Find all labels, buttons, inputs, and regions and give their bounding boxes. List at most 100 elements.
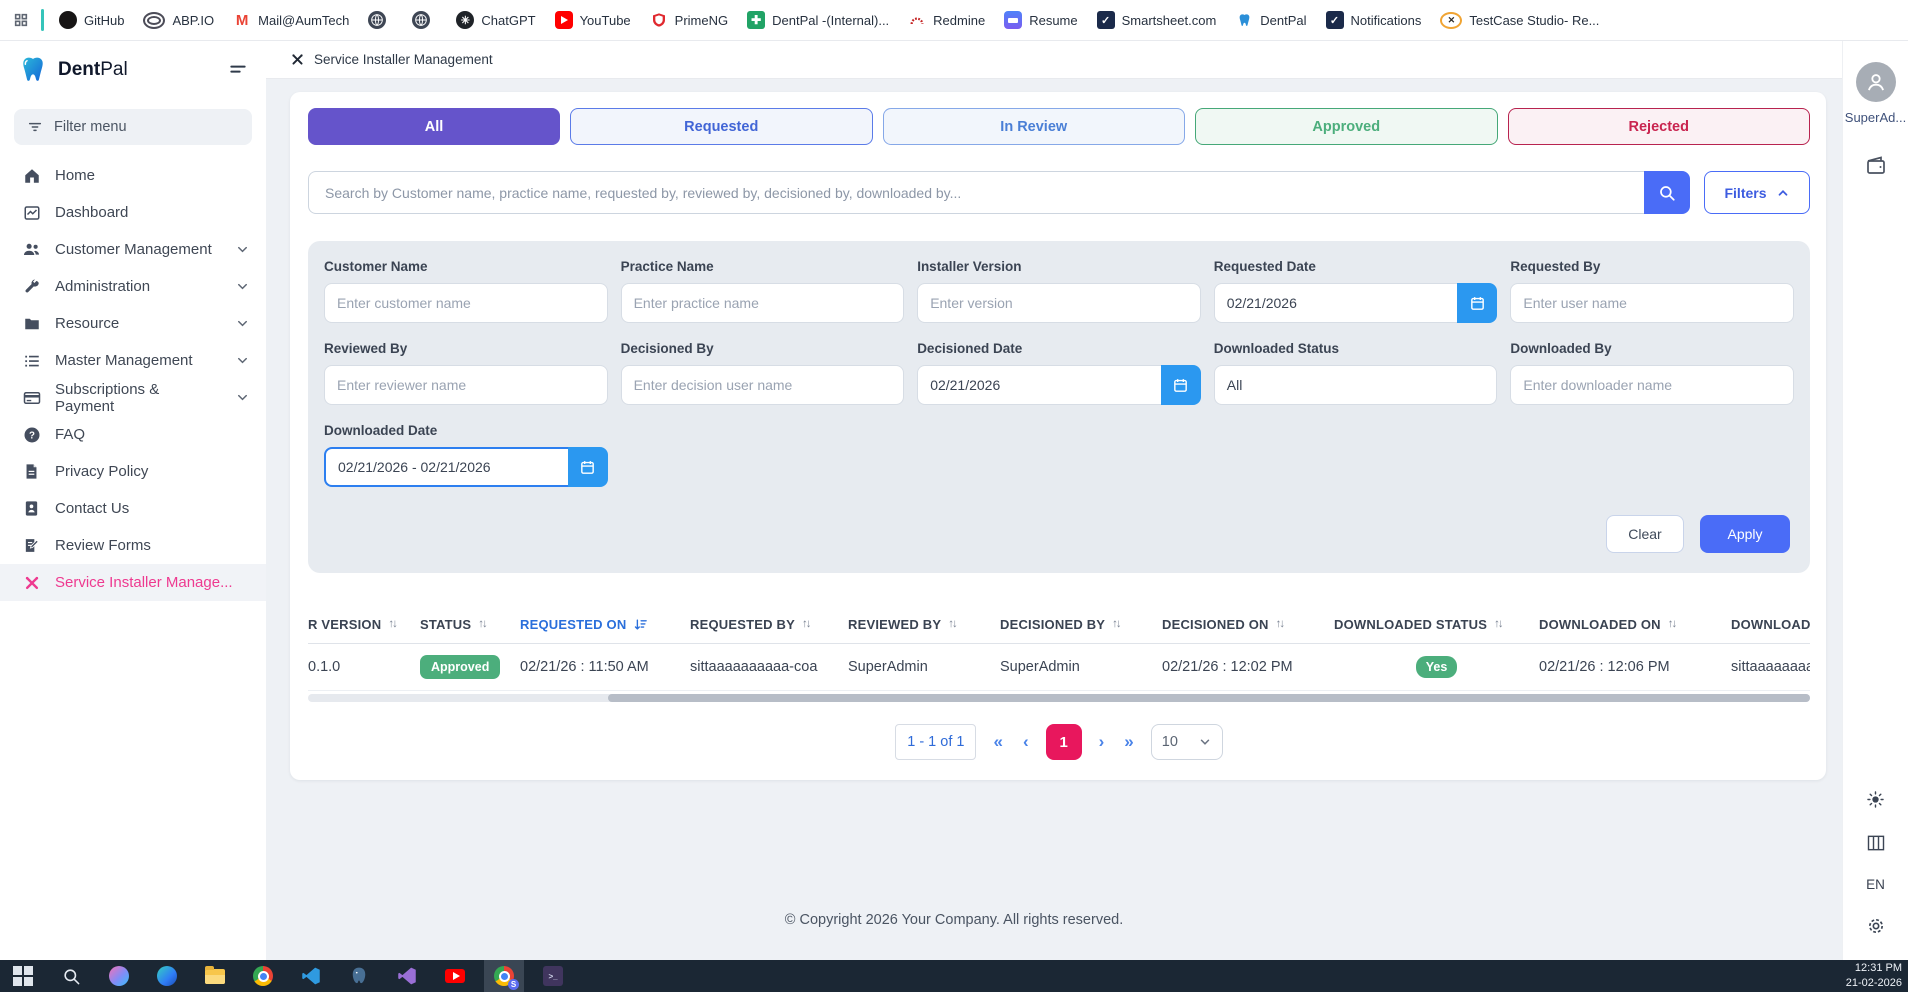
sidebar-item-review-forms[interactable]: Review Forms	[0, 527, 266, 564]
copyright-footer: © Copyright 2026 Your Company. All right…	[784, 912, 1124, 928]
downloaded-date-calendar-button[interactable]	[567, 447, 608, 487]
bookmark-globe-2[interactable]	[412, 11, 437, 29]
page-1-button[interactable]: 1	[1045, 724, 1082, 760]
column-decisioned-on[interactable]: DECISIONED ON ↑↓	[1162, 616, 1285, 632]
bookmark-testcase-studio[interactable]: ✕ TestCase Studio- Re...	[1440, 11, 1599, 29]
bookmark-resume[interactable]: Resume	[1004, 11, 1078, 29]
taskbar-search-icon[interactable]	[60, 965, 82, 987]
bookmark-abp-io[interactable]: ABP.IO	[143, 11, 214, 29]
requested-date-calendar-button[interactable]	[1457, 283, 1498, 323]
sidebar-item-contact-us[interactable]: Contact Us	[0, 490, 266, 527]
customer-name-input[interactable]	[324, 283, 608, 323]
bookmark-youtube[interactable]: YouTube	[554, 11, 631, 29]
theme-toggle-sun-icon[interactable]	[1866, 790, 1885, 809]
decisioned-by-input[interactable]	[620, 365, 905, 405]
users-icon	[22, 240, 41, 259]
avatar[interactable]	[1855, 62, 1896, 102]
taskbar-clock[interactable]: 12:31 PM 21-02-2026	[1846, 961, 1908, 991]
bookmark-globe-1[interactable]	[368, 11, 393, 29]
practice-name-input[interactable]	[620, 283, 905, 323]
sidebar-item-faq[interactable]: ? FAQ	[0, 416, 266, 453]
requested-date-input[interactable]	[1213, 283, 1458, 323]
sidebar-item-subscriptions-payment[interactable]: Subscriptions & Payment	[0, 379, 266, 416]
sidebar-filter-menu[interactable]: Filter menu	[14, 109, 252, 145]
layout-columns-icon[interactable]	[1866, 833, 1886, 853]
sidebar-item-privacy-policy[interactable]: Privacy Policy	[0, 453, 266, 490]
search-input[interactable]	[308, 171, 1644, 214]
column-downloaded-on[interactable]: DOWNLOADED ON ↑↓	[1539, 616, 1677, 632]
filters-toggle-button[interactable]: Filters	[1704, 171, 1810, 214]
reviewed-by-input[interactable]	[324, 365, 608, 405]
column-reviewed-by[interactable]: REVIEWED BY ↑↓	[848, 616, 958, 632]
column-status[interactable]: STATUS ↑↓	[420, 616, 488, 632]
decisioned-date-calendar-button[interactable]	[1160, 365, 1201, 405]
sidebar-collapse-icon[interactable]	[228, 60, 248, 80]
username-label[interactable]: SuperAd...	[1844, 110, 1907, 125]
settings-gear-icon[interactable]	[1866, 916, 1886, 936]
start-button-icon[interactable]	[12, 965, 34, 987]
chrome-icon[interactable]	[252, 965, 274, 987]
file-explorer-icon[interactable]	[204, 965, 226, 987]
vscode-icon[interactable]	[300, 965, 322, 987]
decisioned-date-input[interactable]	[917, 365, 1161, 405]
sidebar-item-service-installer-management[interactable]: Service Installer Manage...	[0, 564, 266, 601]
question-circle-icon: ?	[22, 425, 41, 444]
language-selector[interactable]: EN	[1866, 877, 1885, 892]
sidebar-item-dashboard[interactable]: Dashboard	[0, 194, 266, 231]
tab-rejected[interactable]: Rejected	[1507, 108, 1810, 145]
sidebar-item-customer-management[interactable]: Customer Management	[0, 231, 266, 268]
first-page-button[interactable]: «	[993, 732, 1003, 751]
wallet-icon[interactable]	[1864, 153, 1888, 177]
edge-icon[interactable]	[156, 965, 178, 987]
table-horizontal-scrollbar[interactable]	[308, 694, 1810, 702]
copilot-icon[interactable]	[108, 965, 130, 987]
visual-studio-icon[interactable]	[396, 965, 418, 987]
page-size-select[interactable]: 10	[1150, 724, 1223, 760]
check-icon: ✓	[1325, 11, 1344, 29]
last-page-button[interactable]: »	[1124, 732, 1134, 751]
bookmark-chatgpt[interactable]: ✳ ChatGPT	[456, 11, 536, 29]
bookmark-dentpal[interactable]: DentPal	[1235, 11, 1307, 29]
sidebar-item-master-management[interactable]: Master Management	[0, 342, 266, 379]
downloaded-date-input[interactable]	[324, 447, 568, 487]
installer-version-input[interactable]	[917, 283, 1201, 323]
sort-icon: ↑↓	[1112, 618, 1121, 630]
scrollbar-thumb[interactable]	[608, 694, 1810, 702]
bookmark-smartsheet[interactable]: ✓ Smartsheet.com	[1096, 11, 1216, 29]
sidebar-item-home[interactable]: Home	[0, 157, 266, 194]
clear-button[interactable]: Clear	[1606, 515, 1684, 553]
apply-button[interactable]: Apply	[1700, 515, 1790, 553]
youtube-app-icon[interactable]	[444, 965, 466, 987]
search-button[interactable]	[1644, 171, 1690, 214]
tab-approved[interactable]: Approved	[1195, 108, 1498, 145]
downloaded-status-select[interactable]: All	[1213, 365, 1498, 405]
tab-in-review[interactable]: In Review	[882, 108, 1185, 145]
downloaded-by-input[interactable]	[1510, 365, 1794, 405]
next-page-button[interactable]: ›	[1098, 732, 1105, 751]
requested-by-input[interactable]	[1510, 283, 1794, 323]
table-row[interactable]: 0.1.0 Approved 02/21/26 : 11:50 AM sitta…	[308, 644, 1810, 691]
bookmark-redmine[interactable]: Redmine	[908, 11, 985, 29]
bookmark-github[interactable]: GitHub	[59, 11, 124, 29]
chrome-active-app[interactable]: S	[484, 960, 524, 992]
prev-page-button[interactable]: ‹	[1022, 732, 1029, 751]
bookmark-primeng[interactable]: PrimeNG	[650, 11, 728, 29]
sidebar-item-resource[interactable]: Resource	[0, 305, 266, 342]
column-requested-on[interactable]: REQUESTED ON	[520, 605, 690, 643]
tab-requested[interactable]: Requested	[570, 108, 873, 145]
column-downloaded-by[interactable]: DOWNLOADED	[1731, 616, 1810, 632]
column-installer-version[interactable]: R VERSION ↑↓	[308, 616, 398, 632]
column-decisioned-by[interactable]: DECISIONED BY ↑↓	[1000, 616, 1122, 632]
bookmark-dentpal-internal[interactable]: ✚ DentPal -(Internal)...	[747, 11, 889, 29]
cell-requested-by: sittaaaaaaaaaa-coa	[690, 659, 818, 675]
cell-version: 0.1.0	[308, 659, 341, 675]
apps-grid-icon[interactable]	[12, 11, 30, 29]
bookmark-mail[interactable]: M Mail@AumTech	[233, 11, 349, 29]
postgresql-icon[interactable]	[348, 965, 370, 987]
bookmark-notifications[interactable]: ✓ Notifications	[1325, 11, 1421, 29]
sidebar-item-administration[interactable]: Administration	[0, 268, 266, 305]
tab-all[interactable]: All	[308, 108, 560, 145]
terminal-icon[interactable]: >_	[542, 965, 564, 987]
column-downloaded-status[interactable]: DOWNLOADED STATUS ↑↓	[1334, 616, 1504, 632]
column-requested-by[interactable]: REQUESTED BY ↑↓	[690, 616, 811, 632]
